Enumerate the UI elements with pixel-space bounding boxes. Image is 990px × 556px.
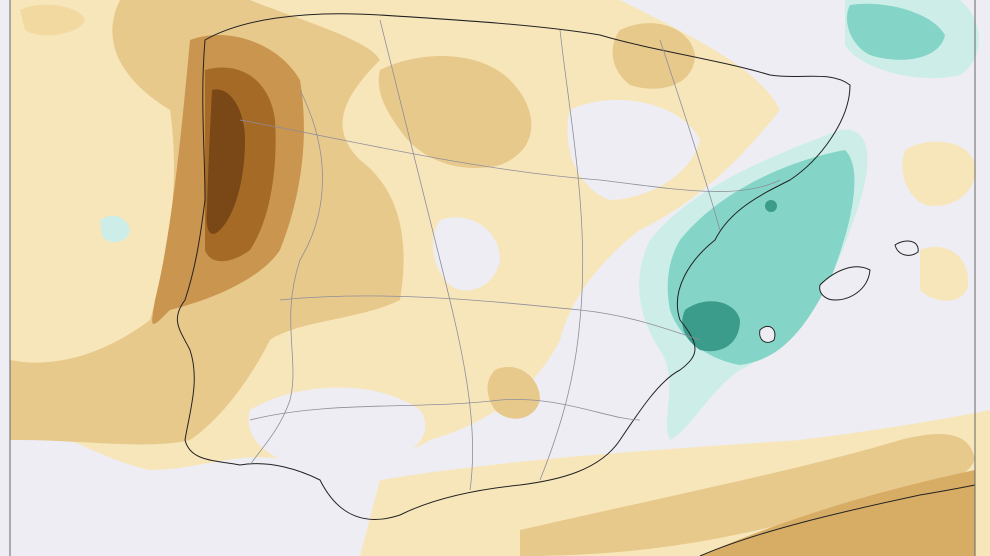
zone <box>487 366 540 419</box>
border <box>239 119 781 192</box>
zone <box>567 100 700 200</box>
borders <box>239 19 781 491</box>
border <box>539 29 584 481</box>
anomaly-wet <box>846 3 945 60</box>
anomaly-wet-strong <box>765 200 777 212</box>
island <box>894 240 919 256</box>
border <box>379 19 474 491</box>
anomaly-extreme <box>206 89 245 234</box>
border <box>659 39 721 231</box>
zone <box>20 4 85 36</box>
zone <box>700 470 975 556</box>
zone <box>248 387 426 470</box>
border <box>279 295 701 341</box>
zone <box>902 141 976 206</box>
border <box>249 89 323 466</box>
zone <box>920 246 969 301</box>
coastline-africa <box>699 484 976 556</box>
neutral <box>248 100 700 470</box>
islands <box>759 240 919 343</box>
zone <box>378 56 532 169</box>
zone <box>612 23 695 89</box>
zone <box>433 217 500 291</box>
island <box>819 266 871 301</box>
zone <box>10 0 174 373</box>
border <box>249 398 641 421</box>
zone <box>520 434 975 556</box>
anomaly-wet-light <box>100 215 130 243</box>
island <box>759 325 776 343</box>
